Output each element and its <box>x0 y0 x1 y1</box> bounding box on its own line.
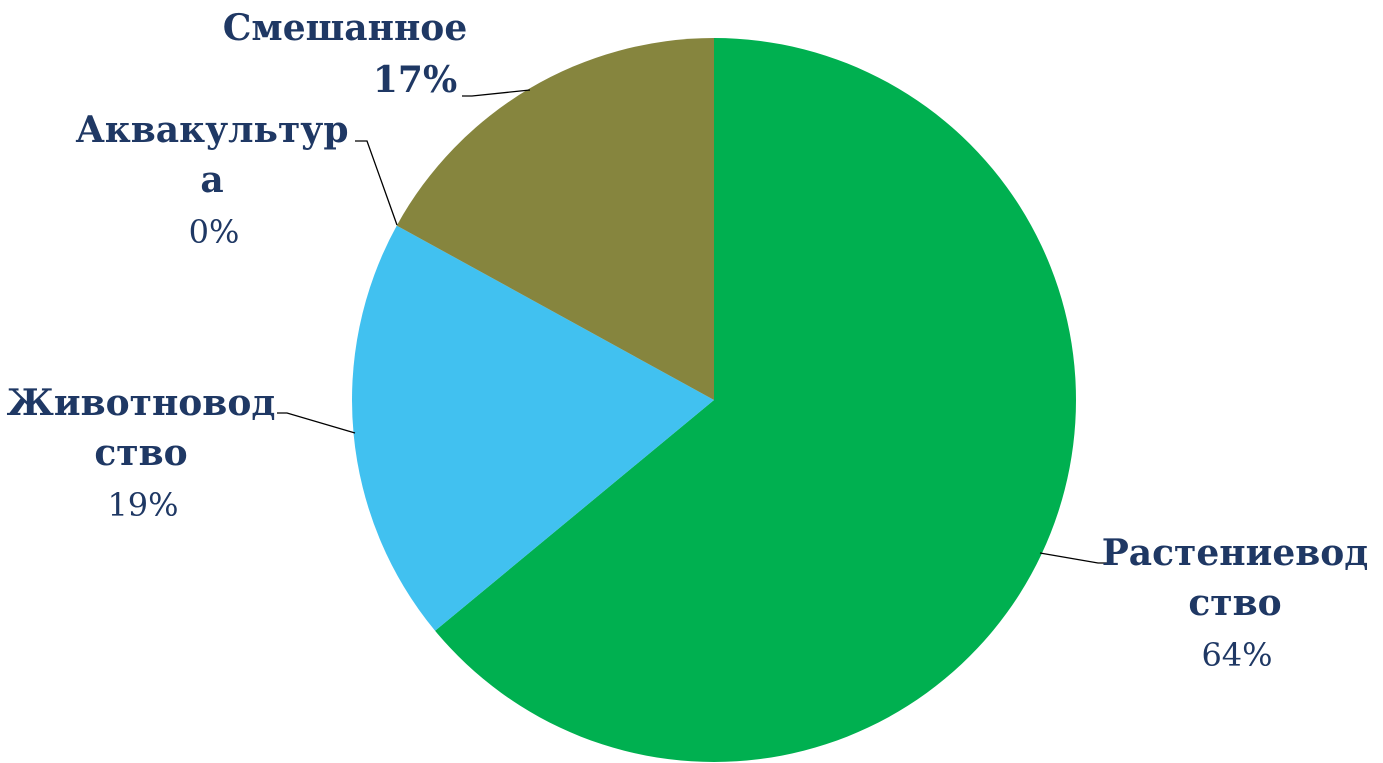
leader-line-zhivotnovodstvo <box>277 412 356 434</box>
label-smeshannoe: Смешанное 17% <box>223 7 471 101</box>
pie-slice-smeshannoe <box>396 38 714 400</box>
leader-line-smeshannoe <box>462 89 531 97</box>
leader-line-rastenievodstvo <box>1039 552 1108 564</box>
pie-slices <box>352 38 1076 762</box>
label-akvakultura: Аквакультур а 0% <box>75 109 352 251</box>
label-rastenievodstvo-pct: 64% <box>1201 636 1272 674</box>
label-zhivotnovodstvo: Животновод ство 19% <box>7 382 280 524</box>
label-rastenievodstvo-line2: ство <box>1188 582 1281 624</box>
label-smeshannoe-pct: 17% <box>373 59 457 101</box>
label-zhivotnovodstvo-line1: Животновод <box>7 382 276 424</box>
label-smeshannoe-line1: Смешанное <box>223 7 467 49</box>
label-zhivotnovodstvo-pct: 19% <box>107 486 178 524</box>
pie-slice-zhivotnovodstvo <box>352 225 714 631</box>
label-akvakultura-line1: Аквакультур <box>75 109 348 151</box>
label-akvakultura-line2: а <box>200 159 223 201</box>
label-rastenievodstvo-line1: Растениевод <box>1102 532 1369 574</box>
label-zhivotnovodstvo-line2: ство <box>94 432 187 474</box>
label-rastenievodstvo: Растениевод ство 64% <box>1102 532 1373 674</box>
leader-line-akvakultura <box>355 140 398 226</box>
pie-slice-rastenievodstvo <box>435 38 1076 762</box>
label-akvakultura-pct: 0% <box>189 213 240 251</box>
